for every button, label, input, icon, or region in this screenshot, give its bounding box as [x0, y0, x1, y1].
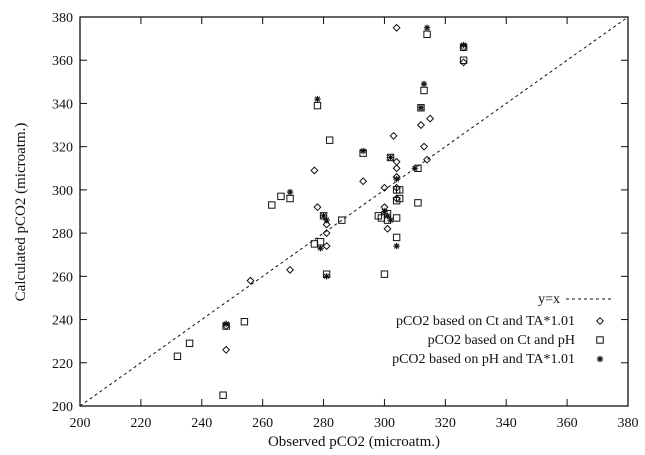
legend-swatches — [595, 316, 605, 363]
y-axis-title: Calculated pCO2 (microatm.) — [13, 123, 29, 302]
point-ct-ph — [395, 186, 404, 194]
point-ct-ph — [185, 339, 194, 348]
y-tick-label: 200 — [52, 400, 73, 415]
point-ph-ta — [381, 208, 388, 215]
y-tick-label: 300 — [52, 184, 73, 199]
point-ph-ta — [286, 188, 294, 196]
point-ct-ta — [426, 114, 435, 123]
point-ct-ph — [380, 270, 389, 278]
point-ct-ta — [322, 242, 331, 251]
point-ct-ph — [286, 194, 294, 203]
point-ct-ta — [286, 265, 295, 274]
point-ct-ta — [392, 157, 401, 166]
point-ct-ta — [389, 131, 398, 140]
x-tick-label: 320 — [435, 416, 456, 431]
point-ct-ph — [395, 194, 404, 203]
point-ct-ph — [414, 199, 422, 207]
y-tick-label: 280 — [52, 227, 73, 242]
x-tick-label: 360 — [557, 416, 578, 431]
point-ph-ta — [423, 24, 431, 32]
point-ph-ta — [384, 212, 391, 220]
legend-background — [330, 290, 618, 370]
point-ph-ta — [387, 154, 394, 161]
point-ph-ta — [314, 95, 321, 103]
x-tick-label: 340 — [496, 416, 517, 431]
x-axis-title: Observed pCO2 (microatm.) — [268, 434, 440, 450]
legend-label-series-3: pCO2 based on pH and TA*1.01 — [392, 352, 575, 367]
point-ct-ta — [380, 183, 389, 192]
y-tick-label: 240 — [52, 314, 73, 329]
y-tick-label: 340 — [52, 97, 73, 112]
point-ct-ta — [420, 142, 429, 151]
y-tick-label: 260 — [52, 270, 73, 285]
point-ct-ph — [277, 192, 285, 201]
point-ph-ta — [323, 216, 330, 224]
plot-frame — [79, 16, 629, 407]
reference-line-y-equals-x — [79, 16, 629, 407]
point-ct-ph — [316, 238, 325, 246]
point-ct-ta — [423, 155, 432, 164]
x-tick-label: 300 — [374, 416, 395, 431]
point-ph-ta — [417, 104, 425, 111]
point-ph-ta — [323, 273, 330, 280]
point-ct-ta — [392, 23, 401, 32]
y-tick-label: 320 — [52, 141, 73, 156]
point-ph-ta — [317, 245, 324, 252]
point-ct-ta — [246, 276, 255, 285]
point-ct-ta — [383, 224, 392, 233]
point-ph-ta — [460, 41, 467, 49]
point-ct-ta — [359, 177, 368, 186]
point-ct-ta — [416, 121, 425, 130]
point-ph-ta — [393, 175, 400, 183]
data-points — [173, 23, 468, 399]
point-ct-ta — [222, 345, 231, 354]
legend-marker-1 — [595, 316, 605, 326]
point-ph-ta — [359, 147, 367, 155]
legend-label-series-2: pCO2 based on Ct and pH — [428, 333, 575, 348]
x-tick-label: 240 — [191, 416, 212, 431]
point-ct-ph — [240, 318, 249, 326]
y-tick-label: 220 — [52, 357, 73, 372]
point-ct-ph — [313, 101, 322, 110]
point-ct-ph — [423, 30, 431, 38]
point-ct-ph — [173, 352, 182, 360]
point-ct-ph — [338, 216, 346, 224]
point-ct-ta — [392, 164, 401, 173]
point-ct-ta — [322, 220, 331, 229]
point-ct-ph — [219, 391, 227, 399]
point-ph-ta — [420, 80, 428, 88]
point-ph-ta — [320, 212, 327, 220]
point-ct-ph — [325, 136, 334, 144]
point-ct-ta — [459, 58, 468, 67]
y-tick-label: 380 — [52, 11, 73, 26]
x-tick-label: 220 — [130, 416, 151, 431]
point-ct-ta — [313, 203, 322, 212]
point-ct-ph — [268, 201, 276, 209]
point-ph-ta — [393, 242, 400, 250]
x-tick-label: 280 — [313, 416, 334, 431]
x-tick-label: 380 — [618, 416, 639, 431]
point-ph-ta — [387, 216, 394, 224]
axis-ticks: 200 220 240 260 280 300 320 340 360 380 200 220 240 2… — [52, 11, 639, 431]
point-ph-ta — [222, 320, 230, 328]
y-tick-label: 360 — [52, 54, 73, 69]
x-tick-label: 200 — [70, 416, 91, 431]
legend-marker-2 — [596, 336, 604, 344]
legend: y=x pCO2 based on Ct and TA*1.01 pCO2 ba… — [330, 290, 618, 370]
point-ph-ta — [411, 165, 419, 172]
legend-marker-3 — [596, 355, 604, 363]
x-tick-label: 260 — [252, 416, 273, 431]
point-ct-ta — [322, 229, 331, 238]
point-ct-ph — [392, 214, 401, 222]
point-ct-ph — [392, 233, 401, 242]
point-ct-ph — [420, 86, 428, 95]
point-ct-ph — [459, 56, 468, 64]
legend-label-reference: y=x — [538, 292, 560, 307]
legend-label-series-1: pCO2 based on Ct and TA*1.01 — [396, 314, 575, 329]
point-ct-ta — [310, 166, 319, 175]
